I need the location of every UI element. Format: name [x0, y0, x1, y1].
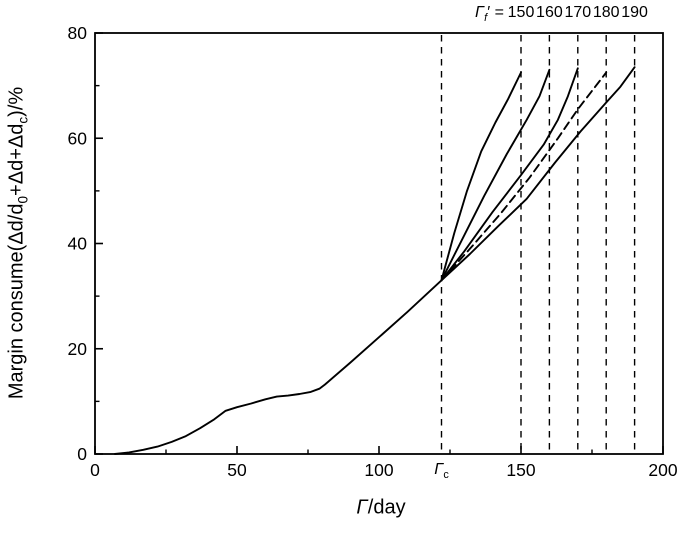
x-tick-label: 50: [227, 460, 247, 480]
series-branch-180: [440, 71, 608, 282]
annotation-value-180: 180: [592, 4, 620, 21]
plot-border: [94, 32, 664, 455]
x-tick-label: 0: [90, 460, 100, 480]
series-base-curve: [113, 279, 443, 455]
annotation-value-150: 150: [507, 4, 535, 21]
annotation-prefix: Γf′ =: [475, 4, 504, 25]
y-tick-label: 40: [68, 234, 88, 254]
series-branch-150: [440, 71, 522, 282]
series-branch-160: [440, 68, 551, 282]
x-tick-label: 200: [648, 460, 677, 480]
x-tick-label: 100: [364, 460, 393, 480]
annotation-value-160: 160: [536, 4, 563, 21]
y-axis-label: Margin consume(Δd/d0+Δd+Δdc)/%: [5, 86, 31, 400]
series-branch-170: [440, 67, 579, 282]
annotation-value-190: 190: [621, 4, 648, 21]
x-axis-label: Γ/day: [356, 496, 406, 519]
annotation-value-170: 170: [564, 4, 592, 21]
y-tick-label: 60: [68, 128, 88, 148]
x-tick-label: 150: [506, 460, 535, 480]
y-tick-label: 80: [68, 23, 88, 43]
y-tick-label: 20: [68, 339, 88, 359]
series-branch-190: [440, 66, 636, 282]
gamma-c-tick-label: Γc: [434, 461, 449, 482]
y-tick-label: 0: [77, 444, 87, 464]
